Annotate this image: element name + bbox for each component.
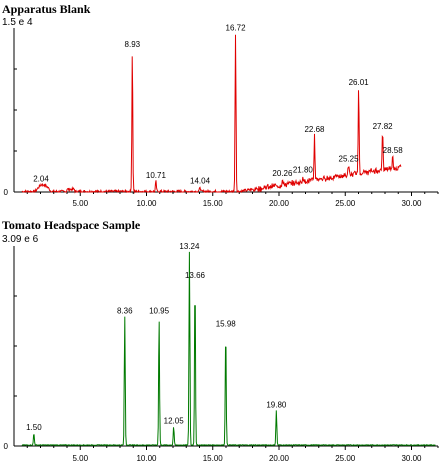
- x-tick-label: 10.00: [136, 199, 157, 208]
- x-tick-label: 15.00: [203, 454, 224, 463]
- peak-label: 8.93: [125, 40, 141, 49]
- apparatus-blank-panel: Apparatus Blank 1.5 e 4 0 5.00 10.00 15.00 2…: [2, 2, 439, 208]
- peak-label: 10.71: [146, 171, 167, 180]
- panel-title: Apparatus Blank: [2, 2, 91, 16]
- tomato-headspace-panel: Tomato Headspace Sample 3.09 e 6 0 5.00 10…: [2, 218, 439, 463]
- peak-label: 27.82: [373, 122, 394, 131]
- x-tick-label: 5.00: [72, 454, 88, 463]
- peak-label: 13.24: [179, 242, 200, 251]
- peak-label: 1.50: [26, 423, 42, 432]
- x-tick-label: 25.00: [335, 199, 356, 208]
- panel-title: Tomato Headspace Sample: [2, 218, 141, 232]
- peak-label: 16.72: [226, 23, 247, 32]
- x-tick-label: 15.00: [203, 199, 224, 208]
- peak-label: 15.98: [216, 319, 237, 328]
- x-tick-label: 20.00: [269, 199, 290, 208]
- peak-label: 8.36: [117, 307, 133, 316]
- peak-label: 13.66: [185, 271, 206, 280]
- x-tick-label: 10.00: [136, 454, 157, 463]
- peak-label: 28.58: [383, 146, 404, 155]
- peak-label: 21.80: [293, 166, 314, 175]
- x-tick-label: 5.00: [72, 199, 88, 208]
- x-tick-label: 30.00: [401, 199, 422, 208]
- peak-label: 10.95: [149, 307, 170, 316]
- peak-label: 25.25: [339, 155, 360, 164]
- x-tick-label: 20.00: [269, 454, 290, 463]
- y-scale-label: 3.09 e 6: [2, 234, 39, 245]
- y-tick-label: 0: [4, 442, 9, 451]
- peak-label: 2.04: [33, 174, 49, 183]
- x-tick-label: 25.00: [335, 454, 356, 463]
- y-tick-label: 0: [4, 188, 9, 197]
- peak-label: 20.26: [272, 169, 293, 178]
- series-trace: [21, 251, 436, 447]
- x-tick-label: 30.00: [401, 454, 422, 463]
- peak-label: 12.05: [164, 417, 185, 426]
- peak-label: 19.80: [266, 400, 287, 409]
- peak-label: 14.04: [190, 177, 211, 186]
- peak-label: 26.01: [349, 78, 370, 87]
- y-scale-label: 1.5 e 4: [2, 17, 33, 28]
- series-trace: [21, 34, 402, 194]
- peak-label: 22.68: [304, 125, 325, 134]
